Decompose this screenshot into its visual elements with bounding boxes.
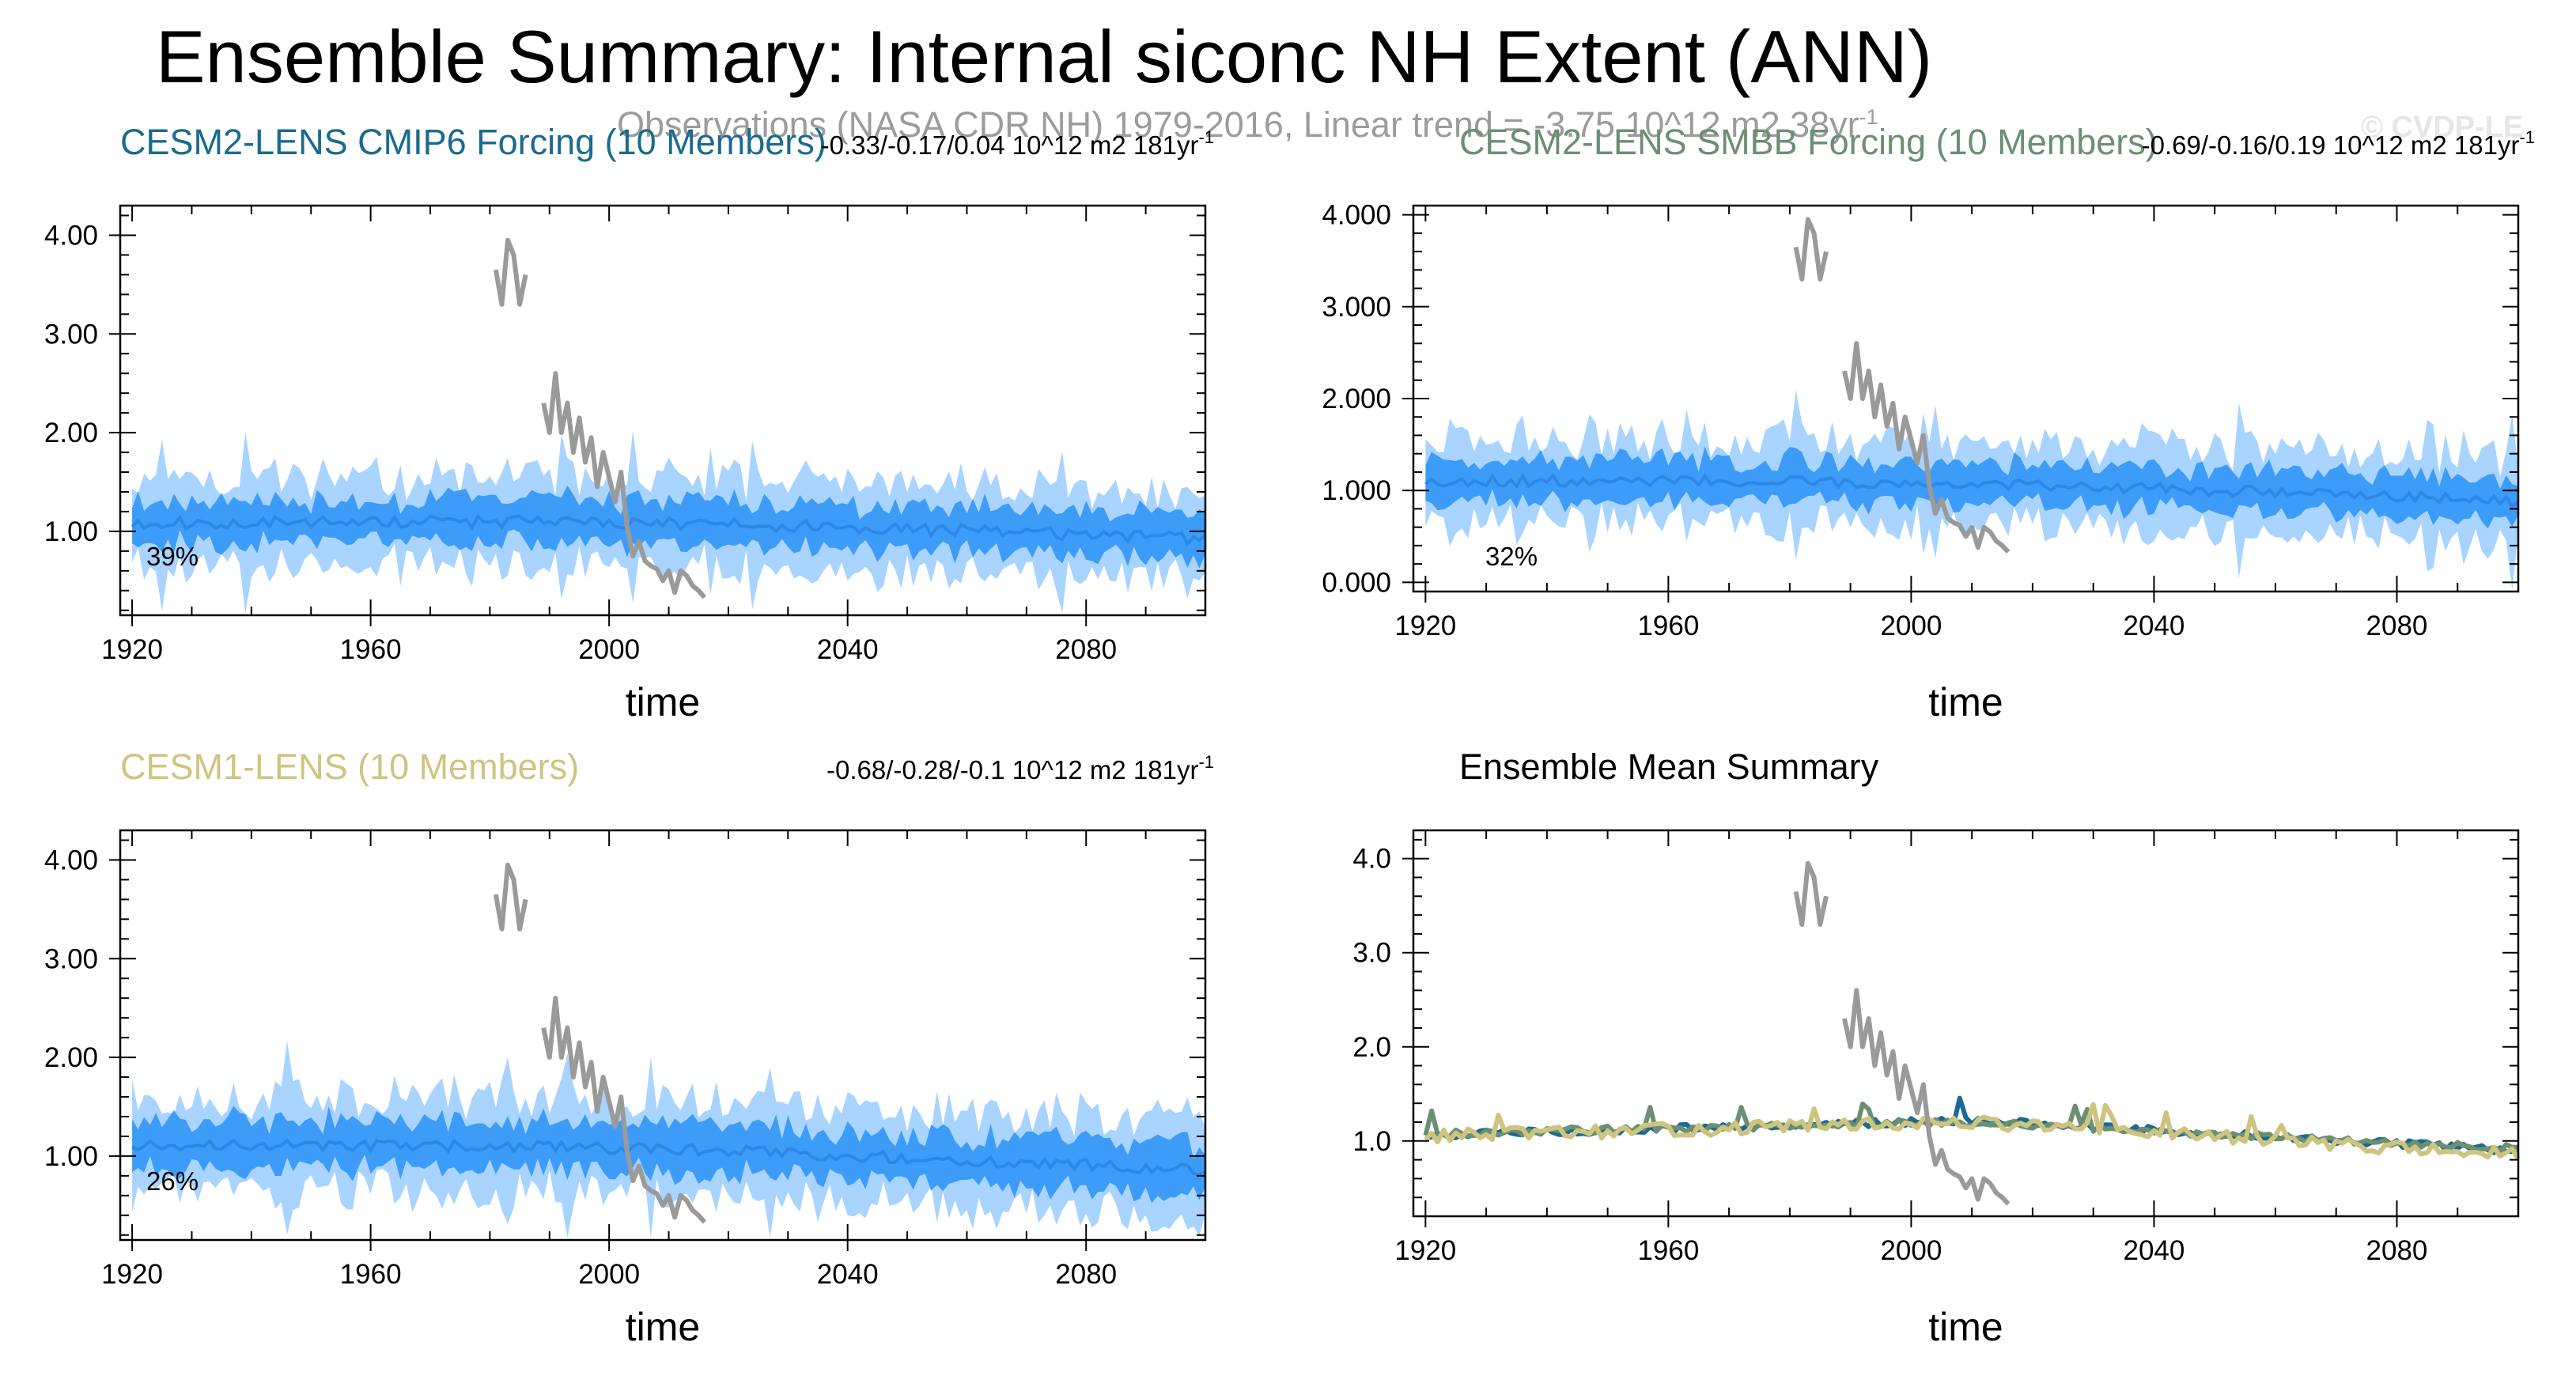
- observations-line: [1793, 860, 2010, 1206]
- plot-frame: [119, 829, 1207, 1242]
- observations-line: [493, 862, 707, 1224]
- y-tick-label: 4.00: [44, 845, 98, 875]
- x-tick-label: 1960: [1637, 611, 1699, 641]
- x-axis-title: time: [626, 680, 700, 724]
- panel-cesm1: CESM1-LENS (10 Members) -0.68/-0.28/-0.1 …: [44, 747, 1214, 1349]
- x-tick-label: 2080: [2366, 611, 2428, 641]
- x-tick-label: 1960: [340, 1259, 402, 1290]
- x-tick-label: 2040: [2124, 1235, 2185, 1266]
- panel-title: Ensemble Mean Summary: [1459, 747, 1879, 787]
- trend-label: -0.69/-0.16/0.19 10^12 m2 181yr-1: [2142, 127, 2535, 160]
- ensemble-mean-line: [1424, 473, 2520, 509]
- trend-label-superscript: -1: [2519, 127, 2535, 147]
- trend-label-text: -0.68/-0.28/-0.1 10^12 m2 181yr: [827, 755, 1198, 784]
- x-tick-label: 2080: [2366, 1235, 2428, 1266]
- x-axis-title: time: [1928, 1305, 2003, 1349]
- observations-line: [1793, 217, 2010, 554]
- y-tick-label: 3.0: [1352, 938, 1391, 969]
- observations-subtitle: Observations (NASA CDR NH) 1979-2016, Li…: [617, 104, 1878, 146]
- y-tick-label: 4.0: [1352, 844, 1391, 875]
- x-tick-label: 2040: [817, 1259, 879, 1290]
- panel-title: CESM1-LENS (10 Members): [120, 747, 579, 787]
- y-tick-label: 4.00: [44, 220, 98, 251]
- observations-line: [493, 237, 707, 599]
- x-tick-label: 1920: [101, 634, 163, 665]
- percent-label: 39%: [146, 542, 199, 571]
- trend-label: -0.33/-0.17/0.04 10^12 m2 181yr-1: [821, 127, 1214, 160]
- main-title: Ensemble Summary: Internal siconc NH Ext…: [155, 15, 1933, 98]
- y-tick-label: 1.0: [1352, 1126, 1391, 1157]
- y-tick-label: 1.000: [1322, 475, 1391, 506]
- watermark: © CVDP-LE: [2361, 111, 2524, 144]
- y-tick-label: 3.00: [44, 943, 98, 974]
- panel-cesm2-cmip6: CESM2-LENS CMIP6 Forcing (10 Members)-0.…: [44, 122, 1214, 724]
- observations-subtitle-superscript: -1: [1859, 105, 1878, 129]
- y-tick-label: 4.000: [1322, 200, 1391, 231]
- x-tick-label: 1960: [340, 634, 402, 665]
- x-tick-label: 1920: [101, 1259, 163, 1290]
- y-tick-label: 1.00: [44, 1141, 98, 1172]
- x-tick-label: 1920: [1394, 1235, 1456, 1266]
- y-tick-label: 2.000: [1322, 384, 1391, 414]
- trend-label-text: -0.33/-0.17/0.04 10^12 m2 181yr: [821, 130, 1199, 160]
- x-tick-label: 2080: [1055, 1259, 1117, 1290]
- x-tick-label: 2000: [1880, 611, 1942, 641]
- x-tick-label: 1920: [1394, 611, 1456, 641]
- panel-cesm2-smbb: CESM2-LENS SMBB Forcing (10 Members)-0.6…: [1322, 122, 2535, 724]
- trend-label-text: -0.69/-0.16/0.19 10^12 m2 181yr: [2142, 130, 2520, 160]
- y-tick-label: 0.000: [1322, 567, 1391, 598]
- observations-subtitle-text: Observations (NASA CDR NH) 1979-2016, Li…: [617, 104, 1859, 145]
- series-line: [1424, 1102, 2521, 1161]
- x-tick-label: 2000: [1880, 1235, 1942, 1266]
- trend-label-superscript: -1: [1198, 127, 1214, 147]
- y-tick-label: 2.00: [44, 418, 98, 448]
- x-tick-label: 2040: [2124, 611, 2185, 641]
- percent-label: 32%: [1485, 542, 1538, 571]
- plot-frame: [1412, 829, 2520, 1218]
- ensemble-interquartile-band: [132, 485, 1206, 569]
- panel-title: CESM2-LENS SMBB Forcing (10 Members): [1459, 122, 2158, 162]
- x-axis-title: time: [1928, 680, 2003, 724]
- ensemble-mean-line: [131, 1138, 1207, 1178]
- y-tick-label: 2.00: [44, 1042, 98, 1073]
- percent-label: 26%: [146, 1166, 199, 1196]
- ensemble-interquartile-band: [132, 1106, 1206, 1204]
- x-axis-title: time: [626, 1305, 700, 1349]
- plot-frame: [119, 204, 1207, 617]
- y-tick-label: 2.0: [1352, 1032, 1391, 1063]
- y-tick-label: 3.00: [44, 319, 98, 350]
- panel-ensemble-mean: Ensemble Mean Summary 1920 1960 2000 2040 208…: [1352, 747, 2521, 1349]
- ensemble-mean-line: [131, 514, 1207, 547]
- ensemble-interquartile-band: [1425, 446, 2518, 529]
- trend-label: -0.68/-0.28/-0.1 10^12 m2 181yr-1: [827, 752, 1214, 784]
- x-tick-label: 2000: [578, 1259, 640, 1290]
- trend-label-superscript: -1: [1198, 752, 1214, 772]
- y-tick-label: 3.000: [1322, 292, 1391, 323]
- x-tick-label: 2080: [1055, 634, 1117, 665]
- x-tick-label: 2040: [817, 634, 879, 665]
- y-tick-label: 1.00: [44, 516, 98, 547]
- x-tick-label: 2000: [578, 634, 640, 665]
- panel-title: CESM2-LENS CMIP6 Forcing (10 Members): [120, 122, 827, 162]
- x-tick-label: 1960: [1637, 1235, 1699, 1266]
